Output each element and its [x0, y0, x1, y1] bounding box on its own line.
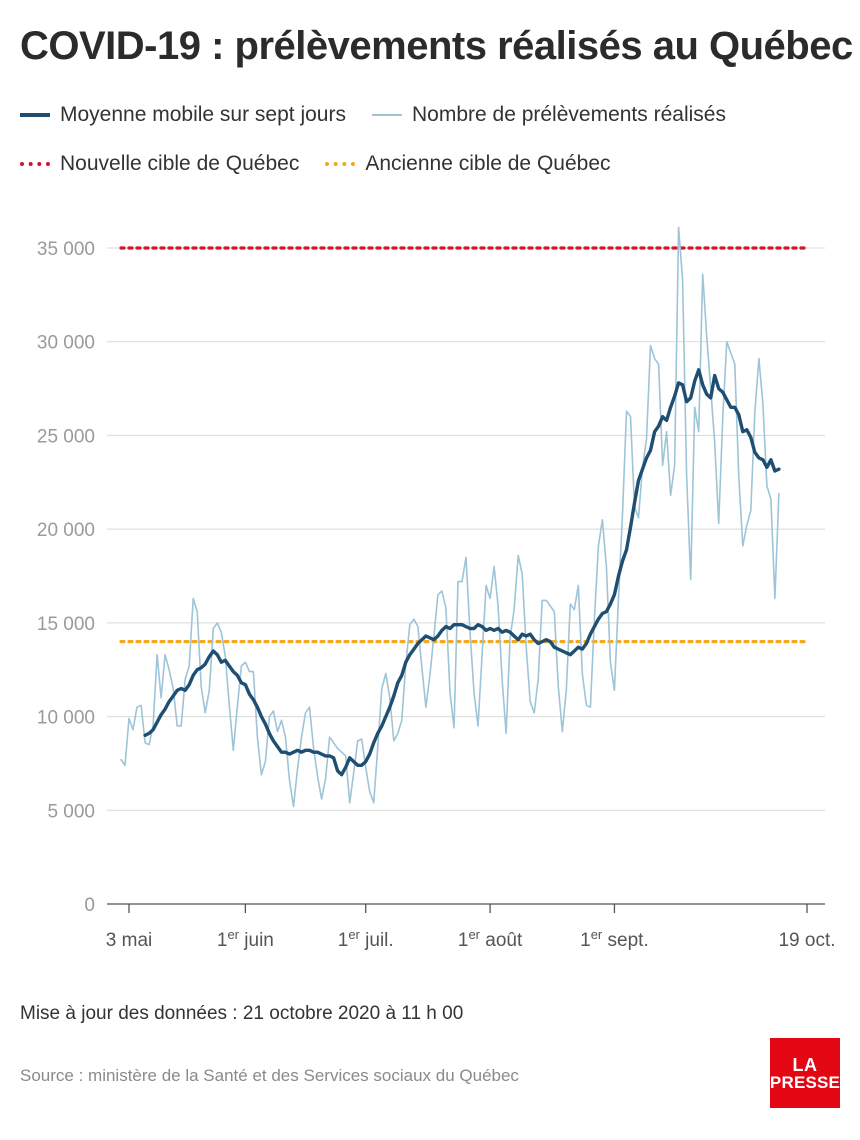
chart-title: COVID-19 : prélèvements réalisés au Québ… — [20, 24, 853, 68]
chart-plot: 0 5 000 10 000 15 000 20 000 25 000 30 000 35 0… — [37, 226, 836, 951]
y-tick-label: 25 000 — [37, 426, 95, 447]
legend-swatch-new-target — [20, 162, 50, 166]
legend-item-daily: Nombre de prélèvements réalisés — [371, 103, 726, 127]
x-tick-label: 1er juin — [217, 927, 274, 951]
y-tick-label: 35 000 — [37, 239, 95, 260]
legend-item-new-target: Nouvelle cible de Québec — [20, 152, 299, 176]
legend-row-1: Moyenne mobile sur sept jours Nombre de … — [20, 103, 752, 127]
legend-swatch-moving-average — [20, 113, 50, 117]
logo-line-2: PRESSE — [769, 1072, 841, 1092]
legend-row-2: Nouvelle cible de Québec Ancienne cible … — [20, 152, 637, 176]
legend-item-old-target: Ancienne cible de Québec — [325, 152, 611, 176]
y-tick-label: 5 000 — [47, 801, 95, 822]
legend-item-moving-average: Moyenne mobile sur sept jours — [20, 103, 346, 127]
x-tick-label: 1er juil. — [338, 927, 394, 951]
la-presse-logo: LA PRESSE — [770, 1038, 840, 1108]
y-tick-label: 10 000 — [37, 708, 95, 729]
y-tick-label: 20 000 — [37, 520, 95, 541]
x-tick-label: 19 oct. — [778, 930, 835, 951]
source-note: Source : ministère de la Santé et des Se… — [20, 1066, 519, 1085]
daily-series-line — [120, 226, 780, 808]
y-tick-label: 0 — [84, 895, 95, 916]
legend-swatch-old-target — [325, 162, 356, 166]
legend-label-moving-average: Moyenne mobile sur sept jours — [60, 103, 346, 126]
y-tick-label: 15 000 — [37, 614, 95, 635]
legend-label-old-target: Ancienne cible de Québec — [365, 152, 611, 175]
legend-label-daily: Nombre de prélèvements réalisés — [411, 103, 726, 126]
legend-label-new-target: Nouvelle cible de Québec — [60, 152, 300, 175]
legend-swatch-daily — [371, 114, 402, 116]
x-tick-label: 3 mai — [106, 930, 152, 951]
update-note: Mise à jour des données : 21 octobre 202… — [20, 1003, 464, 1024]
moving_average-series-line — [143, 368, 781, 777]
x-tick-label: 1er août — [458, 927, 523, 951]
y-tick-label: 30 000 — [37, 333, 95, 354]
logo-line-1: LA — [792, 1054, 818, 1075]
x-tick-label: 1er sept. — [580, 927, 649, 951]
